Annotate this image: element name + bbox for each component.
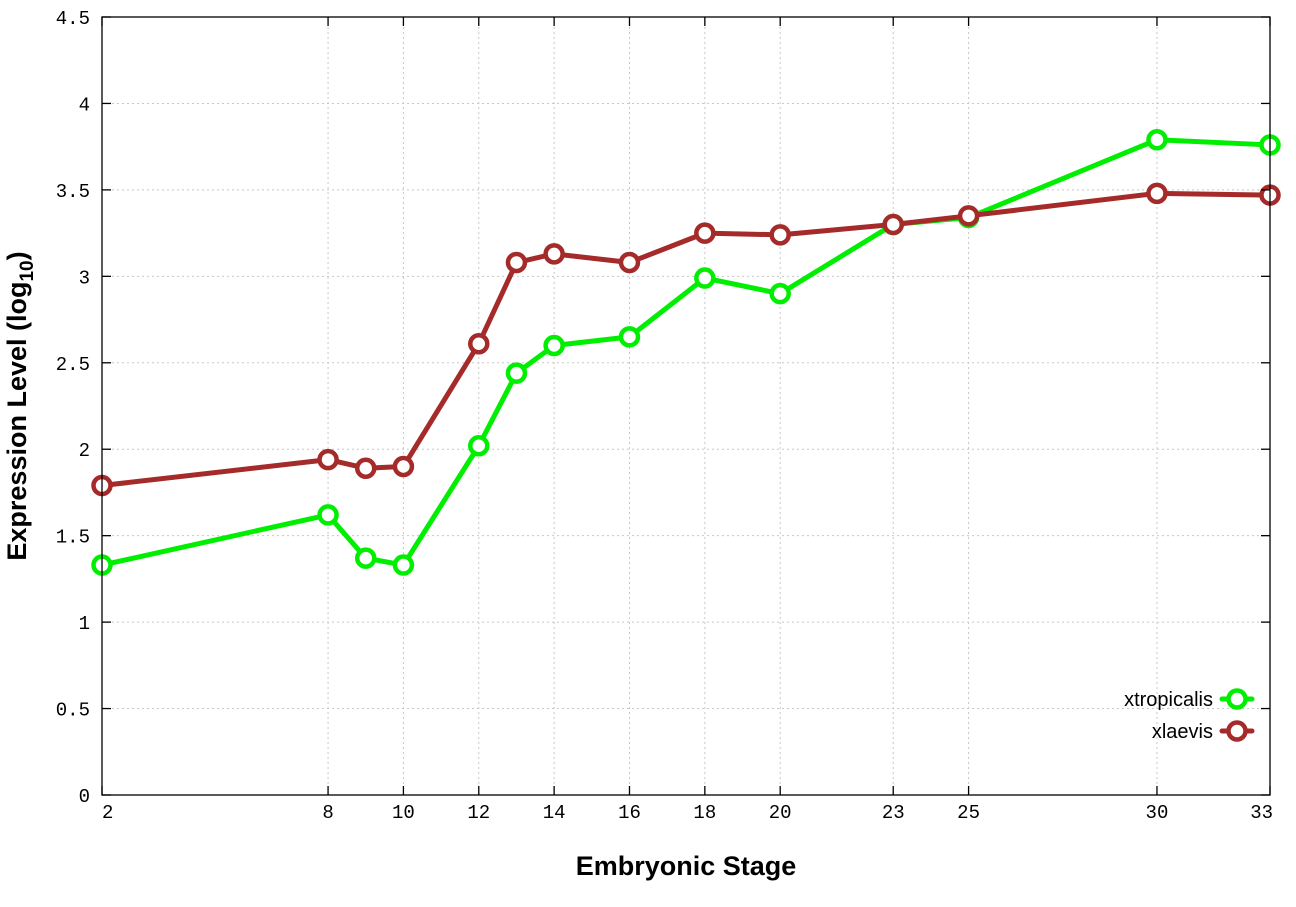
data-point-xlaevis [882, 213, 904, 236]
legend-entry-xlaevis: xlaevis [1152, 720, 1255, 743]
y-tick-label: 1.5 [56, 527, 90, 549]
series-layer [91, 129, 1281, 576]
legend-entry-xtropicalis: xtropicalis [1124, 688, 1255, 711]
x-tick-label: 2 [102, 802, 113, 824]
data-point-xtropicalis [769, 282, 791, 305]
data-point-xtropicalis [354, 547, 377, 569]
y-tick-label: 2.5 [56, 354, 90, 376]
data-point-xlaevis [769, 224, 791, 246]
data-point-xlaevis [354, 457, 377, 479]
data-point-xtropicalis [543, 334, 565, 357]
series-line-xtropicalis [99, 137, 1273, 568]
data-point-xlaevis [957, 205, 980, 227]
x-tick-label: 8 [322, 802, 333, 824]
y-axis-title-close: ) [2, 251, 32, 260]
plot-frame [101, 16, 1271, 796]
data-point-xlaevis [505, 251, 528, 274]
data-point-xlaevis [392, 455, 415, 478]
y-axis-title-main: Expression Level (log [2, 282, 32, 561]
x-tick-label: 25 [957, 802, 980, 824]
data-point-xtropicalis [694, 267, 716, 289]
y-tick-label: 0 [79, 786, 90, 808]
tick-marks [101, 16, 1271, 796]
data-point-xlaevis [317, 448, 339, 471]
legend-label-xtropicalis: xtropicalis [1124, 689, 1213, 711]
x-axis-title: Embryonic Stage [576, 851, 797, 881]
legend-label-xlaevis: xlaevis [1152, 721, 1213, 743]
x-tick-label: 23 [882, 802, 905, 824]
y-tick-label: 4 [79, 94, 90, 116]
x-tick-label: 16 [618, 802, 641, 824]
x-tick-label: 33 [1250, 802, 1273, 824]
data-point-xtropicalis [1146, 129, 1168, 151]
grid [102, 17, 1270, 795]
data-point-xtropicalis [618, 326, 641, 348]
y-tick-label: 1 [79, 613, 90, 635]
data-point-xtropicalis [317, 504, 339, 526]
x-tick-labels: 2 8 10 12 14 16 18 20 23 25 30 33 [102, 802, 1273, 824]
x-tick-label: 18 [693, 802, 716, 824]
series-xlaevis [91, 182, 1281, 497]
data-point-xlaevis [1146, 182, 1168, 205]
y-tick-labels: 0 0.5 1 1.5 2 2.5 3 3.5 4 4.5 [56, 8, 90, 808]
legend-marker-xlaevis [1226, 720, 1248, 742]
legend-marker-xtropicalis [1226, 688, 1248, 710]
y-tick-label: 4.5 [56, 8, 90, 30]
y-tick-label: 3 [79, 267, 90, 289]
y-tick-label: 0.5 [56, 700, 90, 722]
y-tick-label: 2 [79, 440, 90, 462]
data-point-xlaevis [468, 333, 490, 355]
data-point-xtropicalis [468, 435, 490, 457]
x-tick-label: 12 [467, 802, 490, 824]
x-tick-label: 10 [392, 802, 415, 824]
series-line-xlaevis [99, 190, 1273, 489]
data-point-xlaevis [694, 222, 716, 244]
y-tick-label: 3.5 [56, 181, 90, 203]
data-point-xlaevis [543, 243, 565, 265]
data-point-xtropicalis [392, 554, 415, 576]
legend: xtropicalis xlaevis [1124, 688, 1255, 743]
x-tick-label: 20 [769, 802, 792, 824]
x-tick-label: 30 [1146, 802, 1169, 824]
y-axis-title-subscript: 10 [17, 260, 38, 281]
y-axis-title: Expression Level (log10) [2, 251, 38, 560]
x-tick-label: 14 [543, 802, 566, 824]
data-point-xlaevis [618, 251, 641, 274]
data-point-xtropicalis [505, 362, 528, 384]
